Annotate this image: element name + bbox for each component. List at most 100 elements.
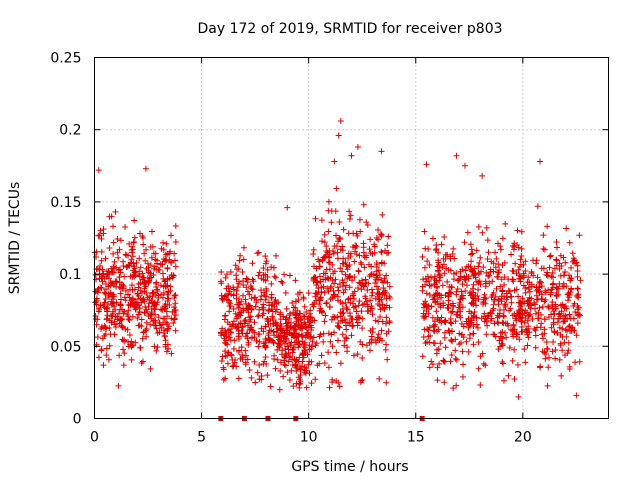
data-point bbox=[465, 274, 472, 281]
data-point bbox=[566, 322, 573, 329]
data-point bbox=[434, 263, 441, 270]
data-point bbox=[480, 360, 487, 367]
data-point bbox=[264, 316, 271, 323]
data-point bbox=[436, 277, 443, 284]
data-point bbox=[127, 259, 134, 266]
data-point bbox=[373, 283, 380, 290]
data-point bbox=[428, 303, 435, 310]
data-point bbox=[312, 215, 319, 222]
data-point bbox=[282, 289, 289, 296]
data-point bbox=[235, 324, 242, 331]
data-point bbox=[251, 358, 258, 365]
data-point bbox=[483, 224, 490, 231]
data-point bbox=[421, 304, 428, 311]
data-point bbox=[516, 336, 523, 343]
data-point bbox=[453, 382, 460, 389]
data-point bbox=[538, 320, 545, 327]
data-point bbox=[561, 304, 568, 311]
data-point bbox=[103, 325, 110, 332]
data-point bbox=[108, 213, 115, 220]
data-point bbox=[155, 314, 162, 321]
data-point bbox=[295, 296, 302, 303]
data-point bbox=[103, 315, 110, 322]
data-point bbox=[453, 152, 460, 159]
data-point bbox=[157, 261, 164, 268]
data-point bbox=[509, 357, 516, 364]
data-point bbox=[459, 304, 466, 311]
data-point bbox=[121, 294, 128, 301]
data-point bbox=[142, 257, 149, 264]
data-point bbox=[519, 310, 526, 317]
data-point bbox=[226, 288, 233, 295]
data-point bbox=[259, 312, 266, 319]
data-point bbox=[116, 352, 123, 359]
data-point bbox=[548, 324, 555, 331]
data-point bbox=[574, 285, 581, 292]
data-point bbox=[222, 348, 229, 355]
data-point bbox=[344, 344, 351, 351]
data-point bbox=[543, 338, 550, 345]
data-point bbox=[95, 308, 102, 315]
data-point bbox=[293, 298, 300, 305]
data-point bbox=[281, 361, 288, 368]
data-point bbox=[482, 280, 489, 287]
data-point bbox=[429, 235, 436, 242]
data-point bbox=[385, 233, 392, 240]
data-point bbox=[274, 346, 281, 353]
data-point bbox=[375, 286, 382, 293]
data-point bbox=[451, 255, 458, 262]
data-point bbox=[541, 326, 548, 333]
data-point bbox=[147, 365, 154, 372]
data-point bbox=[242, 296, 249, 303]
data-point bbox=[574, 306, 581, 313]
data-point bbox=[120, 283, 127, 290]
data-point bbox=[237, 252, 244, 259]
data-point bbox=[313, 281, 320, 288]
data-point bbox=[254, 369, 261, 376]
data-point bbox=[433, 278, 440, 285]
data-point bbox=[547, 291, 554, 298]
data-point bbox=[164, 328, 171, 335]
data-point bbox=[128, 256, 135, 263]
data-point bbox=[243, 306, 250, 313]
data-point bbox=[441, 334, 448, 341]
data-point bbox=[566, 239, 573, 246]
data-point bbox=[94, 287, 101, 294]
data-point bbox=[562, 326, 569, 333]
data-point bbox=[366, 347, 373, 354]
data-point bbox=[366, 340, 373, 347]
data-point bbox=[117, 266, 124, 273]
data-point bbox=[551, 310, 558, 317]
data-point bbox=[519, 295, 526, 302]
data-point bbox=[559, 283, 566, 290]
data-point bbox=[515, 307, 522, 314]
data-point bbox=[255, 272, 262, 279]
data-point bbox=[323, 299, 330, 306]
data-point bbox=[282, 337, 289, 344]
data-point bbox=[373, 235, 380, 242]
data-point bbox=[436, 300, 443, 307]
data-point bbox=[333, 243, 340, 250]
data-point bbox=[142, 279, 149, 286]
data-point bbox=[103, 345, 110, 352]
data-point bbox=[160, 330, 167, 337]
data-point bbox=[545, 364, 552, 371]
data-point bbox=[542, 296, 549, 303]
data-point bbox=[224, 341, 231, 348]
data-point bbox=[362, 293, 369, 300]
data-point bbox=[376, 271, 383, 278]
data-point bbox=[326, 303, 333, 310]
data-point bbox=[107, 279, 114, 286]
x-axis-label: GPS time / hours bbox=[291, 459, 408, 475]
data-point bbox=[94, 316, 101, 323]
y-tick-label: 0.25 bbox=[50, 51, 81, 67]
data-point bbox=[300, 294, 307, 301]
data-point bbox=[437, 272, 444, 279]
data-point bbox=[322, 253, 329, 260]
data-point bbox=[445, 327, 452, 334]
data-point bbox=[243, 352, 250, 359]
data-point bbox=[325, 349, 332, 356]
data-point bbox=[359, 354, 366, 361]
y-tick-labels: 0 0.05 0.1 0.15 0.2 0.25 bbox=[50, 51, 81, 428]
data-point bbox=[334, 284, 341, 291]
